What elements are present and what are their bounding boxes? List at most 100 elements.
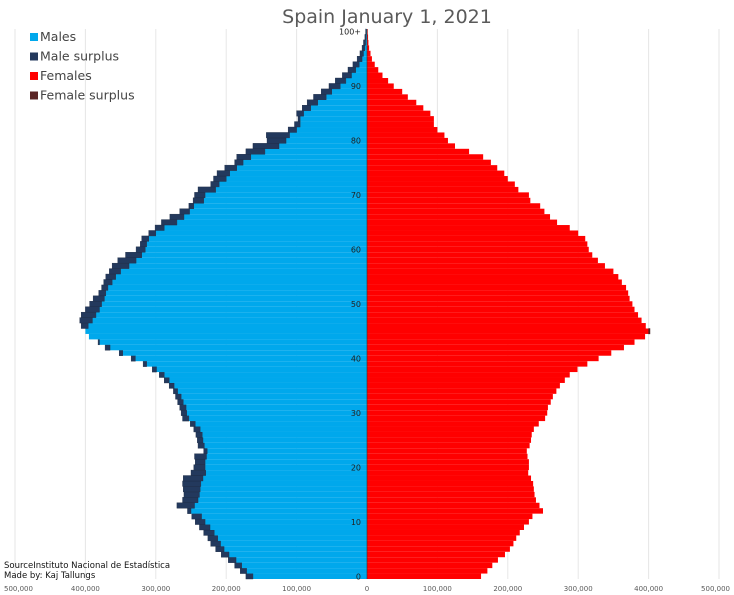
male-bar [191,508,367,514]
male-surplus-bar [194,453,207,460]
x-tick-label: 200,000 [212,585,241,593]
male-bar [351,72,367,79]
female-bar [367,143,455,149]
female-bar [367,366,578,373]
male-surplus-bar [193,426,201,433]
male-bar [296,127,367,133]
male-bar [207,448,367,454]
y-tick-label: 40 [351,354,361,363]
female-bar [367,323,646,329]
x-tick-label: 400,000 [71,585,100,593]
female-bar [367,513,533,520]
female-bar [367,148,470,155]
male-surplus-bar [215,546,225,552]
male-bar [164,225,367,231]
male-surplus-bar [197,437,204,444]
male-bar [88,323,367,329]
male-bar [88,333,368,340]
male-surplus-bar [188,203,195,209]
male-bar [120,268,367,275]
male-bar [229,170,367,177]
male-surplus-bar [177,399,184,405]
legend-label: Females [40,68,92,83]
male-surplus-bar [234,562,242,569]
female-bar [367,573,482,579]
male-surplus-bar [342,72,352,79]
female-bar [367,45,370,51]
y-tick-label: 70 [351,191,361,200]
male-bar [202,437,367,443]
female-bar [367,34,369,40]
female-bar [367,404,548,411]
male-bar [229,551,367,558]
male-surplus-bar [183,491,200,498]
male-bar [105,290,367,296]
female-bar [367,535,517,541]
y-tick-label: 10 [351,518,361,527]
source-note: SourceInstituto Nacional de Estadística [4,561,170,571]
male-bar [279,143,367,149]
male-surplus-bar [104,344,111,351]
male-bar [246,568,367,574]
female-bar [367,132,445,138]
male-bar [99,339,367,345]
female-bar [367,502,540,509]
female-bar [367,399,551,405]
male-bar [359,61,367,68]
y-tick-label: 90 [351,82,361,91]
male-bar [317,99,367,106]
male-bar [155,230,367,236]
male-surplus-bar [234,159,244,166]
male-surplus-bar [195,431,203,438]
male-surplus-bar [92,295,105,302]
male-surplus-bar [221,551,230,558]
male-surplus-bar [190,469,206,476]
male-bar [148,235,367,242]
female-bar [367,442,530,449]
male-bar [193,203,367,209]
male-surplus-bar [168,382,175,389]
male-surplus-bar [101,284,109,291]
female-bar [367,279,622,285]
male-bar [206,453,367,460]
male-bar [186,404,367,411]
female-bar [367,181,515,187]
male-surplus-bar [352,61,360,68]
male-bar [236,557,367,563]
female-bar [367,61,375,68]
female-bar [367,225,570,231]
male-surplus-bar [97,339,100,346]
male-bar [224,546,367,552]
male-bar [200,486,367,492]
female-bar [367,274,619,280]
male-surplus-bar [183,475,204,482]
female-bar [367,312,639,318]
bars [79,28,651,580]
male-bar [250,154,367,160]
legend-swatch [30,33,38,41]
x-tick-label: 300,000 [564,585,593,593]
x-tick-label: 400,000 [634,585,663,593]
male-surplus-bar [294,121,301,128]
male-bar [205,519,367,525]
female-bar [367,562,493,569]
female-bar [367,306,635,313]
x-tick-label: 500,000 [4,585,33,593]
x-tick-label: 200,000 [493,585,522,593]
male-surplus-bar [203,529,215,536]
legend-swatch [30,91,38,100]
male-surplus-bar [118,350,123,356]
female-bar [367,170,505,177]
male-bar [289,132,367,138]
y-tick-label: 20 [351,463,361,472]
legend-swatch [30,72,38,80]
male-bar [205,459,367,465]
male-bar [205,464,367,471]
male-surplus-bar [245,573,254,580]
male-bar [203,197,367,204]
male-bar [164,372,367,378]
male-surplus-bar [175,393,182,400]
female-bar [367,333,646,340]
female-bar [367,475,532,481]
male-surplus-bar [252,143,280,150]
